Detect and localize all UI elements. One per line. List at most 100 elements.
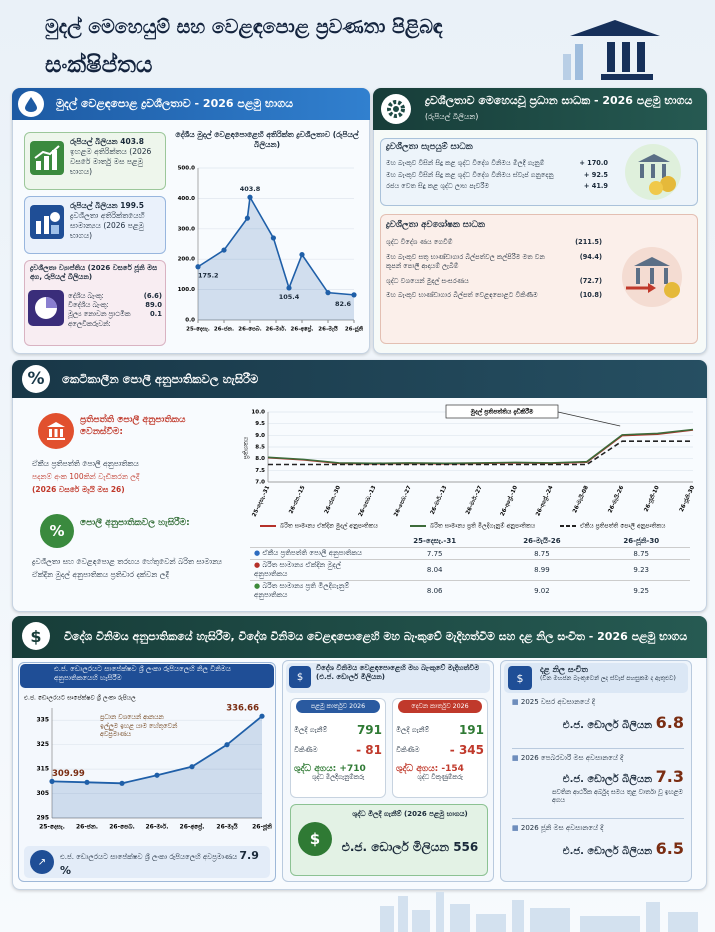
absorb-icon	[622, 247, 682, 307]
annotation: මුදල් ප්‍රතිපත්තිය දැඩිකිරීම	[470, 407, 534, 416]
row-value: (6.6)	[143, 292, 162, 300]
sales-row: විකිණීම - 345	[396, 740, 484, 760]
depreciation-value: 7.9 %	[60, 849, 259, 877]
col-header: 26-මැයි-26	[523, 537, 561, 545]
fx-annotation: ප්‍රධාන වශයෙන් ආනයන ඉල්ලුම ඉහළ යාම හේතුව…	[100, 714, 178, 738]
net-value: ශුද්ධ අගය: +710	[294, 764, 366, 774]
row-name: ඒකීය ප්‍රතිපත්ති පොලී අනුපාතිකය	[262, 549, 363, 557]
row-value: 89.0	[145, 301, 162, 310]
data-label: 309.99	[52, 769, 85, 779]
cell: 8.75	[534, 549, 550, 558]
y-tick-label: 295	[36, 815, 49, 822]
absorb-rows: ශුද්ධ විදේශ ණය ගෙවීම් (211.5) මහ බැංකුව ස…	[386, 238, 602, 301]
average-text: රුපියල් බිලියන 199.5 ද්‍රවශීලතා අතිරික්ත…	[70, 201, 162, 242]
depreciation-text: එ.ජ. ඩොලරයට සාපේක්ෂව ශ්‍රී ලංකා රුපියලෙහ…	[60, 849, 265, 879]
average-amount: රුපියල් බිලියන 199.5	[70, 201, 144, 210]
row-label: දේශීය බැංකු:	[68, 292, 104, 300]
distribution-rows: දේශීය බැංකු: (6.6) විදේශීය බැංකු: 89.0 මූල…	[68, 292, 162, 329]
x-tick-label: 26-මාර්.	[265, 326, 286, 333]
supply-row: රජය වෙත සිදු කළ ශුද්ධ ලාභ පැවරීම + 41.9	[386, 181, 608, 193]
data-label: 403.8	[240, 185, 261, 193]
peak-text: රුපියල් බිලියන 403.8 ඉහළම අතිරික්තය (202…	[70, 137, 162, 178]
x-tick-label: 26-ජූනි-30	[678, 484, 697, 513]
x-tick-label: 26-අප්‍රේ.	[180, 822, 205, 831]
annotation-box	[445, 404, 559, 419]
depreciation-label: එ.ජ. ඩොලරයට සාපේක්ෂව ශ්‍රී ලංකා රුපියලෙහ…	[60, 853, 238, 861]
legend-label: බරිත සාමාන්‍ය ප්‍රති මිලදීගැනුම් අනුපාති…	[430, 522, 536, 531]
gear-icon	[381, 94, 411, 124]
reserve-amount: එ.ජ. ඩොලර් බිලියන 7.3	[512, 767, 684, 786]
y-tick-label: 100.0	[178, 287, 196, 293]
policy-title: ප්‍රතිපත්ති පොලී අනුපාතිකය වෙනස්වීම:	[80, 415, 186, 438]
peak-amount: රුපියල් බිලියන 403.8	[70, 137, 144, 146]
sales-value: - 345	[449, 743, 484, 757]
reserve-label: 2026 පෙබරවාරි මස අවසානයේ දී	[520, 754, 624, 762]
rates-icon: %	[40, 514, 74, 548]
col-header: 26-ජූනි-30	[623, 537, 660, 545]
point	[299, 252, 305, 258]
row-value: + 41.9	[583, 182, 608, 191]
quarter-box	[290, 698, 386, 798]
row-name-cell: ● ඒකීය ප්‍රතිපත්ති පොලී අනුපාතිකය	[250, 548, 378, 560]
calendar-icon: ▦	[512, 698, 519, 706]
reserves-title: දළ නිල සංචිත	[540, 665, 588, 674]
rates-chart: ප්‍රතිශතය 7.0 7.5 8.0 8.5 9.0 9.5 10.0 25-දෙසැ.…	[243, 404, 697, 531]
x-tick-label: 26-ජන.	[214, 326, 234, 333]
point	[119, 780, 125, 786]
reserve-item: ▦ 2026 ජූනි මස අවසානයේ දී එ.ජ. ඩොලර් බිල…	[512, 824, 684, 858]
policy-change: පදනම් අංක 100කින් වැඩිකරන ලදී	[32, 471, 140, 481]
y-axis-label: ප්‍රතිශතය	[243, 436, 251, 459]
gear	[387, 100, 405, 118]
factors-unit: (රුපියල් බිලියන)	[425, 112, 479, 121]
row-label: මහ බැංකුව විසින් සිදු කළ ශුද්ධ විදේශ වින…	[386, 159, 545, 167]
reserve-value: 6.5	[655, 839, 684, 858]
depreciation-box	[24, 846, 270, 878]
data-label: 82.6	[335, 300, 352, 308]
rates-heading: කෙටිකාලීන පොලී අනුපාතිකවල හැසිරීම	[12, 360, 707, 398]
x-tick-label: 26-මැයි-08	[571, 484, 590, 514]
row-label: ශුද්ධ වශයෙන් මුදල් සංසරණය	[386, 276, 469, 285]
row-value: 0.1	[149, 310, 162, 319]
reserve-label: 2025 වසර අවසානයේ දී	[520, 698, 595, 706]
x-tick-label: 26-පෙබ.	[238, 326, 261, 333]
policy-icon	[38, 413, 74, 449]
y-tick-label: 335	[36, 717, 49, 724]
reserve-item: ▦ 2025 වසර අවසානයේ දී එ.ජ. ඩොලර් බිලියන …	[512, 698, 684, 732]
fx-chart: එ.ජ. ඩොලරයට සාපේක්ෂව ශ්‍රී ලංකා රුපියල 2…	[24, 694, 272, 832]
absorb-row: ශුද්ධ විදේශ ණය ගෙවීම් (211.5)	[386, 238, 602, 248]
table-row: ● ඒකීය ප්‍රතිපත්ති පොලී අනුපාතිකය 7.75 8.…	[250, 547, 690, 560]
x-tick-label: 26-අප්‍රේ.	[291, 325, 314, 333]
divider	[512, 748, 684, 749]
supply-icon	[625, 144, 681, 200]
dot: ●	[254, 582, 261, 590]
subtitle: සංක්ෂිප්තය	[45, 52, 153, 78]
peak-desc: ඉහළම අතිරික්තය (2026 වසරේ මාර්තු මස පළමු…	[70, 147, 152, 177]
row-label: මූල්‍ය නොවන ප්‍රාථමික අලෙවිකරුවන්:	[68, 310, 131, 328]
x-tick-label: 26-මාර්.	[145, 823, 168, 831]
row-name-cell: ● බරිත සාමාන්‍ය ඒක්දින මුදල් අනුපාතිකය	[250, 560, 378, 581]
annotation-arrow	[557, 411, 621, 427]
y-tick-label: 400.0	[178, 196, 196, 202]
reserve-item: ▦ 2026 පෙබරවාරි මස අවසානයේ දී එ.ජ. ඩොලර්…	[512, 754, 684, 805]
x-tick-label: 26-ජූනි	[252, 823, 272, 832]
row-label: මහ බැංකුව සතු භාණ්ඩාගාර බිල්පත්වල කල්පිර…	[386, 252, 545, 271]
point	[195, 264, 201, 270]
x-tick-label: 26-මැයි	[318, 325, 338, 332]
data-label: 336.66	[226, 704, 259, 714]
row-value: (211.5)	[575, 238, 602, 246]
reserves-subtitle: (චීන මහජන බැංකුවෙන් ලද ස්වැප් පහසුකම ද ඇ…	[540, 675, 676, 683]
supply-title: ද්‍රවශීලතා සැපයුම් සාධක	[386, 142, 473, 152]
y-axis-label: එ.ජ. ඩොලරයට සාපේක්ෂව ශ්‍රී ලංකා රුපියල	[24, 694, 136, 702]
reserve-amount: එ.ජ. ඩොලර් බිලියන 6.5	[512, 839, 684, 858]
behaviour-title: පොලී අනුපාතිකවල හැසිරීම:	[80, 518, 190, 528]
row-name: බරිත සාමාන්‍ය ප්‍රති මිලදීගැනුම් අනුපාති…	[254, 582, 350, 599]
quarter-lines: මිලදී ගැනීම් 791 විකිණීම - 81 ශුද්ධ අගය: +…	[294, 720, 382, 782]
factors-heading: ද්‍රවශීලතාව මෙහෙයවූ ප්‍රධාන සාධක - 2026 …	[425, 94, 693, 108]
row-value: (10.8)	[579, 291, 602, 300]
row-label: ශුද්ධ විදේශ ණය ගෙවීම්	[386, 238, 453, 246]
sales-label: විකිණීම	[396, 745, 420, 754]
fx-heading: විදේශ විනිමය අනුපාතිකයේ හැසිරීම, විදේශ ව…	[12, 616, 707, 658]
row-value: (72.7)	[579, 276, 602, 285]
